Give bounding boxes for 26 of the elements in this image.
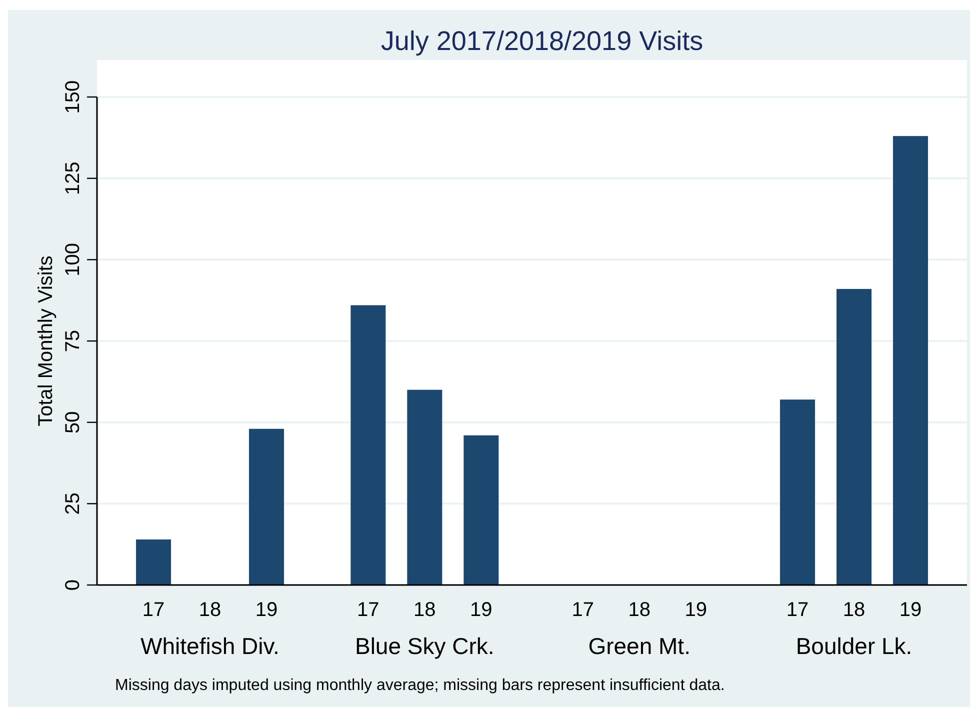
x-tick-label: 18: [842, 599, 866, 621]
text: Missing days imputed using monthly average; missing bars represent insufficient data.: [115, 677, 725, 694]
x-tick-label: 19: [684, 599, 707, 621]
x-tick-label: 17: [357, 599, 380, 621]
y-tick-label: 25: [62, 492, 84, 515]
text: Blue Sky Crk.: [355, 633, 494, 659]
x-tick-label: 17: [572, 599, 594, 621]
text: Whitefish Div.: [140, 633, 280, 659]
x-tick-label: 18: [628, 599, 650, 621]
y-tick-label: 0: [62, 579, 84, 591]
y-tick-label: 75: [62, 330, 84, 352]
text: Boulder Lk.: [796, 633, 912, 659]
text: Green Mt.: [588, 633, 690, 659]
x-tick-label: 18: [414, 599, 436, 621]
y-tick-label: 125: [62, 162, 84, 196]
x-tick-label: 19: [899, 599, 922, 621]
x-tick-label: 18: [198, 599, 222, 621]
y-tick-label: 150: [62, 80, 84, 114]
x-tick-label: 17: [786, 599, 809, 621]
y-axis-title: Total Monthly Visits: [35, 256, 57, 426]
y-tick-label: 100: [62, 242, 84, 276]
y-tick-label: 50: [62, 411, 84, 434]
chart-title: July 2017/2018/2019 Visits: [380, 26, 704, 56]
x-tick-label: 19: [470, 599, 492, 621]
x-tick-label: 19: [255, 599, 278, 621]
x-tick-label: 17: [142, 599, 165, 621]
